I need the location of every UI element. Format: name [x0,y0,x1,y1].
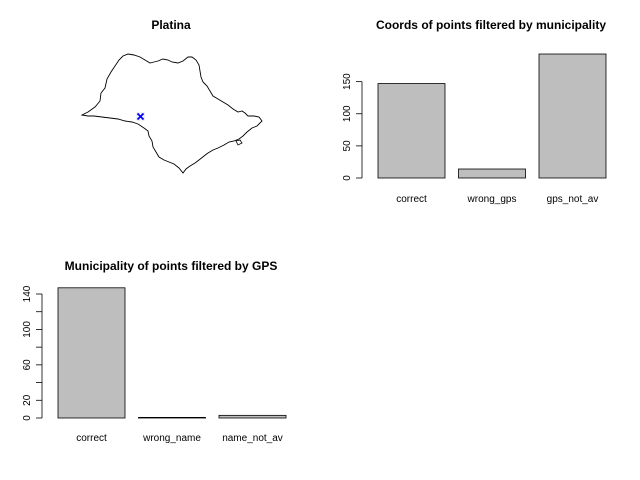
map-panel: Platina [80,18,263,174]
bar-wrong_name [138,416,206,419]
y-tick-label: 20 [22,394,33,406]
map-title: Platina [151,18,191,32]
state-outline [80,53,263,174]
bar-gps_not_av [538,53,607,179]
x-tick-label: wrong_gps [467,194,517,205]
bar-name_not_av [218,414,287,419]
chart-municipality-filtered: Municipality of points filtered by GPS 0… [22,259,287,444]
point-neighborhood [136,112,145,121]
y-tick-label: 50 [342,140,353,152]
x-tick-label: correct [396,194,427,205]
x-tick-label: gps_not_av [547,194,599,205]
x-tick-label: name_not_av [222,433,283,444]
x-axis-labels: correct wrong_name name_not_av [76,433,283,444]
chart-coords-filtered: Coords of points filtered by municipalit… [342,18,607,205]
x-tick-label: correct [76,433,107,444]
y-tick-label: 60 [22,359,33,371]
municipality-point-cross-icon [136,112,145,121]
island-outline [235,139,243,146]
y-tick-label: 150 [342,73,353,90]
y-tick-label: 100 [22,321,33,338]
y-tick-label: 100 [342,105,353,122]
y-axis: 0 50 100 150 [342,73,363,181]
bar-wrong_gps [458,168,526,179]
x-tick-label: wrong_name [142,433,201,444]
y-tick-label: 0 [342,175,353,181]
bars [57,287,287,419]
chart-title: Coords of points filtered by municipalit… [376,18,606,32]
y-axis: 0 20 60 100 140 [22,285,43,421]
y-tick-label: 0 [22,415,33,421]
y-tick-label: 140 [22,285,33,302]
bars [377,53,607,179]
x-axis-labels: correct wrong_gps gps_not_av [396,194,598,205]
chart-title: Municipality of points filtered by GPS [65,259,278,273]
bar-correct [377,83,446,179]
bar-correct [57,287,126,419]
